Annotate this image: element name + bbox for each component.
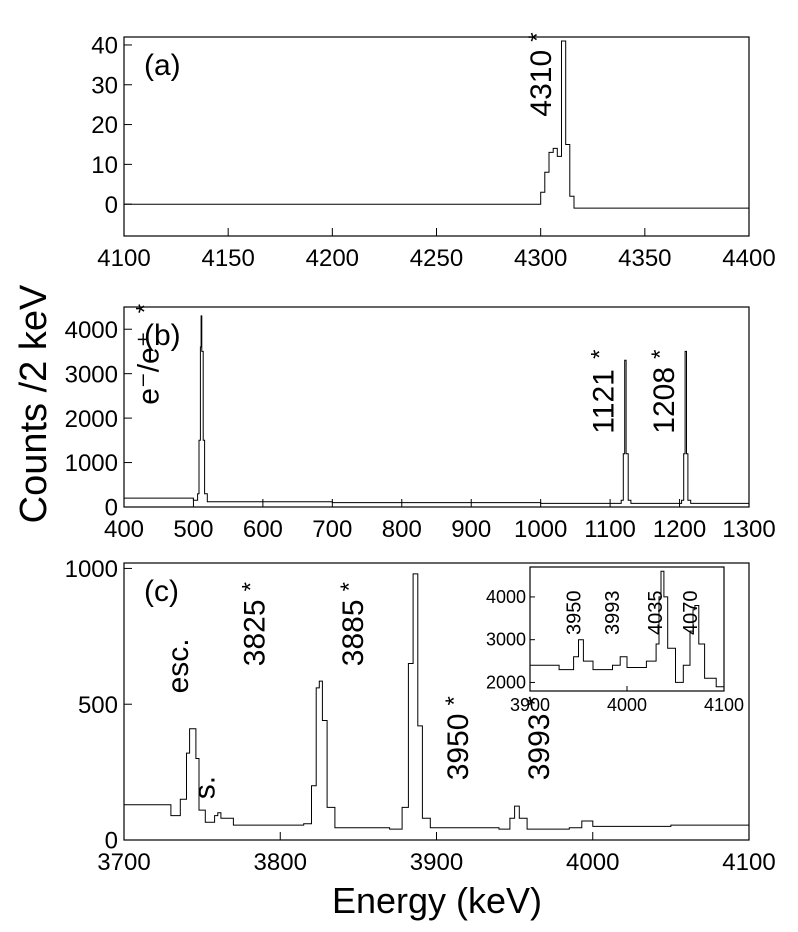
x-tick-label: 4100 — [722, 849, 775, 876]
y-tick-label: 0 — [105, 192, 118, 219]
asterisk-mark: * — [132, 304, 159, 313]
peak-label: e⁻/e⁺ — [133, 331, 166, 404]
peak-annotation: s. — [189, 776, 222, 799]
asterisk-mark: * — [647, 350, 674, 359]
inset-peak-annotation: 4035 — [645, 591, 667, 636]
asterisk-mark: * — [238, 582, 265, 591]
x-tick-label: 500 — [173, 516, 213, 543]
y-tick-label: 500 — [78, 692, 118, 719]
panel-label: (a) — [144, 49, 181, 82]
inset-y-tick-label: 3000 — [486, 630, 526, 650]
y-tick-label: 30 — [91, 72, 118, 99]
x-tick-label: 800 — [382, 516, 422, 543]
asterisk-mark: * — [587, 350, 614, 359]
x-tick-label: 4100 — [97, 245, 150, 272]
x-tick-label: 1100 — [584, 516, 636, 543]
plot-frame — [123, 306, 750, 508]
x-tick-label: 1200 — [653, 516, 706, 543]
x-tick-label: 700 — [312, 516, 352, 543]
x-tick-label: 3700 — [97, 849, 150, 876]
x-tick-label: 4350 — [618, 245, 671, 272]
y-tick-label: 1000 — [65, 556, 118, 583]
x-tick-label: 4000 — [566, 849, 619, 876]
spectrum-line — [124, 40, 750, 209]
peak-annotation: 1121 * — [587, 350, 621, 434]
x-axis-label: Energy (keV) — [332, 880, 542, 921]
y-tick-label: 4000 — [65, 317, 118, 344]
asterisk-mark: * — [336, 582, 363, 591]
x-tick-label: 3900 — [410, 849, 463, 876]
x-tick-label: 4200 — [306, 245, 359, 272]
y-tick-label: 10 — [91, 152, 118, 179]
y-tick-label: 0 — [105, 495, 118, 522]
peak-label: 3885 — [337, 599, 370, 666]
asterisk-mark: * — [441, 696, 468, 705]
asterisk-mark: * — [524, 32, 551, 41]
panel-b: 400 500 600 700 800 900 1000 1100 1200 1300 0 1000 2… — [65, 304, 776, 543]
y-axis-label: Counts /2 keV — [13, 284, 55, 523]
peak-label: 3993 — [523, 714, 556, 781]
peak-annotation: e⁻/e⁺ * — [132, 304, 166, 405]
spectrum-line — [124, 315, 749, 504]
inset-peak-annotation: 3993 — [602, 591, 624, 636]
peak-label: 1121 — [588, 369, 621, 434]
inset-y-tick-label: 4000 — [486, 587, 526, 607]
x-tick-label: 3800 — [254, 849, 307, 876]
plot-frame — [123, 36, 750, 237]
peak-annotation: esc. — [162, 638, 195, 693]
panel-a: 4100 4150 4200 4250 4300 4350 4400 0 10 20 30 40 (a)… — [91, 32, 775, 272]
inset-y-tick-label: 2000 — [486, 672, 526, 692]
peak-label: s. — [189, 776, 222, 799]
panel-label: (b) — [144, 319, 181, 352]
inset-peak-annotation: 4070 — [680, 591, 702, 636]
peak-annotation: 3950 * — [441, 696, 475, 780]
peak-annotation: 3885 * — [336, 582, 370, 666]
x-tick-label: 600 — [243, 516, 283, 543]
peak-annotation: 3993 * — [522, 696, 556, 780]
peak-label: 3950 — [442, 714, 475, 781]
peak-label: 3825 — [239, 599, 272, 666]
panel-c-inset: 3900 4000 4100 2000 3000 4000 3950 3993 4035 4070 — [486, 566, 744, 715]
peak-label: 4310 — [525, 50, 558, 117]
inset-peak-label: 3993 — [602, 591, 624, 636]
inset-peak-annotation: 3950 — [563, 591, 585, 636]
x-tick-label: 4150 — [201, 245, 254, 272]
inset-x-tick-label: 4000 — [607, 695, 647, 715]
peak-label: 1208 — [648, 367, 681, 434]
x-tick-label: 900 — [451, 516, 491, 543]
x-tick-label: 4400 — [722, 245, 775, 272]
x-tick-label: 1000 — [514, 516, 567, 543]
peak-label: esc. — [162, 638, 195, 693]
inset-x-tick-label: 4100 — [704, 695, 744, 715]
x-tick-label: 4250 — [410, 245, 463, 272]
y-tick-label: 0 — [105, 828, 118, 855]
asterisk-mark: * — [522, 696, 549, 705]
inset-spectrum-line — [530, 570, 724, 688]
panel-c: 3700 3800 3900 4000 4100 0 500 1000 (c) esc. s. 382… — [65, 556, 776, 876]
peak-annotation: 4310 * — [524, 32, 558, 116]
y-tick-label: 3000 — [65, 361, 118, 388]
y-tick-label: 2000 — [65, 406, 118, 433]
panel-label: (c) — [144, 575, 179, 608]
inset-x-tick-label: 3900 — [510, 695, 550, 715]
peak-annotation: 3825 * — [238, 582, 272, 666]
peak-annotation: 1208 * — [647, 350, 681, 434]
x-tick-label: 4300 — [514, 245, 567, 272]
inset-peak-label: 4035 — [645, 591, 667, 636]
inset-peak-label: 3950 — [563, 591, 585, 636]
inset-peak-label: 4070 — [680, 591, 702, 636]
spectrum-line — [124, 573, 750, 830]
y-tick-label: 20 — [91, 112, 118, 139]
x-tick-label: 1300 — [722, 516, 775, 543]
y-tick-label: 1000 — [65, 450, 118, 477]
x-tick-label: 400 — [104, 516, 144, 543]
y-tick-label: 40 — [91, 33, 118, 60]
